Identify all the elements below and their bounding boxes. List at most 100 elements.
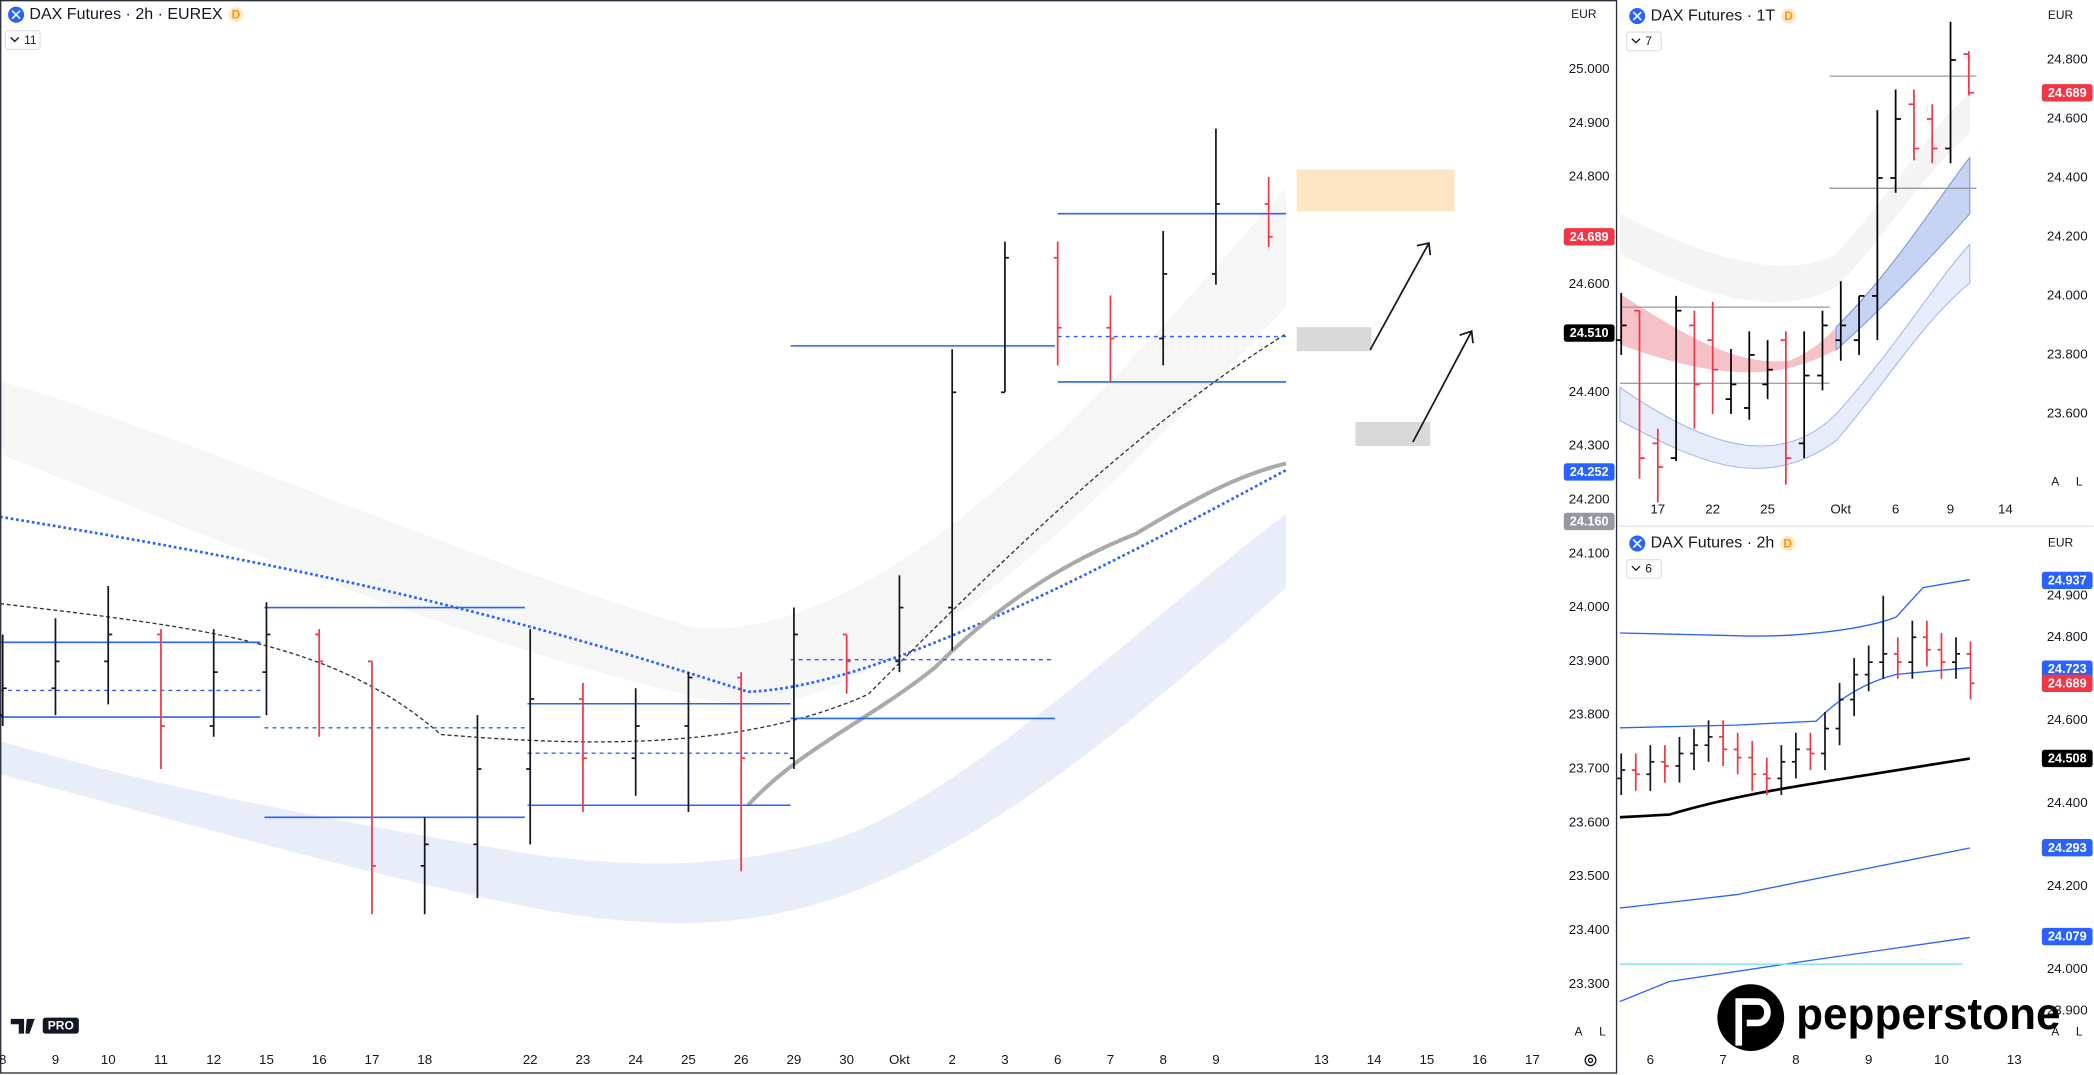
moving-average — [0, 333, 1287, 743]
upper-band — [1619, 93, 1970, 303]
price-label-bg — [2041, 660, 2093, 678]
settings-icon[interactable] — [1584, 1054, 1597, 1067]
y-tick-label: 23.600 — [2047, 405, 2088, 420]
tv-logo: PRO — [10, 1017, 79, 1034]
indicator-chevron[interactable] — [1631, 38, 1641, 44]
y-tick-label: 24.800 — [2047, 629, 2088, 644]
y-tick-label: 24.000 — [2047, 961, 2088, 976]
scale-button[interactable]: A — [2051, 1024, 2059, 1038]
channel-line — [1619, 578, 1970, 637]
x-tick-label: 8 — [0, 1052, 6, 1067]
y-tick-label: 24.600 — [2047, 712, 2088, 727]
symbol-icon-x — [1632, 538, 1642, 549]
price-label: 24.937 — [2048, 573, 2087, 587]
main-frame — [0, 0, 1618, 1074]
x-tick-label: 6 — [1892, 502, 1899, 517]
dashed-levels — [0, 335, 1287, 754]
scale-button[interactable]: A — [1574, 1024, 1582, 1038]
x-tick-label: 9 — [1947, 502, 1954, 517]
y-tick-label: 23.800 — [1569, 707, 1610, 722]
x-tick-label: 15 — [1420, 1052, 1435, 1067]
arrows — [1369, 241, 1474, 443]
badge-bg — [228, 7, 244, 23]
x-tick-label: 17 — [1525, 1052, 1540, 1067]
currency[interactable]: EUR — [2048, 536, 2074, 550]
x-tick-label: 9 — [1865, 1052, 1872, 1067]
price-label: 24.079 — [2048, 930, 2087, 944]
y-tick-label: 24.400 — [2047, 170, 2088, 185]
price-label: 24.510 — [1570, 326, 1609, 340]
price-label-bg — [2041, 571, 2093, 590]
gear[interactable] — [1584, 1054, 1597, 1067]
indicator-count[interactable]: 11 — [24, 33, 37, 47]
x-tick-label: 30 — [839, 1052, 854, 1067]
x-tick-label: 16 — [1472, 1052, 1487, 1067]
chart-title: DAX Futures · 2h · EUREX — [29, 5, 222, 23]
pepperstone-logo: pepperstone — [1717, 984, 2060, 1051]
y-tick-label: 24.200 — [2047, 228, 2088, 243]
channel-overlays — [1619, 578, 1970, 1003]
bear-cloud — [1619, 293, 1837, 373]
price-label: 24.508 — [2048, 751, 2087, 765]
currency[interactable]: EUR — [1571, 7, 1597, 21]
badge-bg — [1780, 536, 1796, 551]
price-label-bg — [1563, 228, 1615, 246]
badge: D — [1783, 536, 1792, 550]
price-label: 24.723 — [2048, 662, 2087, 676]
scale-button[interactable]: L — [1599, 1024, 1606, 1038]
indicator-toggle-bg[interactable] — [1625, 31, 1662, 52]
y-tick-label: 23.600 — [1569, 814, 1610, 829]
price-label: 24.689 — [1570, 230, 1609, 244]
y-tick-label: 24.000 — [2047, 287, 2088, 302]
y-tick-label: 24.800 — [1569, 169, 1610, 184]
badge-bg — [1781, 8, 1796, 24]
x-tick-label: 7 — [1719, 1052, 1726, 1067]
y-tick-label: 24.800 — [2047, 52, 2088, 67]
y-tick-label: 24.400 — [2047, 795, 2088, 810]
x-tick-label: 16 — [312, 1052, 327, 1067]
gear-center[interactable] — [1587, 1057, 1594, 1063]
x-tick-label: 9 — [1212, 1052, 1219, 1067]
indicator-chevron[interactable] — [10, 36, 20, 43]
scale-button[interactable]: L — [2076, 1024, 2083, 1038]
x-tick-label: 13 — [1314, 1052, 1329, 1067]
currency[interactable]: EUR — [2048, 8, 2074, 22]
price-label-bg — [1563, 512, 1615, 531]
entry-zone — [1296, 327, 1372, 352]
channel-line — [1619, 667, 1970, 729]
y-tick-label: 24.200 — [1569, 491, 1610, 506]
moving-average — [746, 461, 1287, 807]
indicator-toggle-bg[interactable] — [4, 30, 41, 51]
tv-mark — [10, 1018, 35, 1034]
price-label: 24.252 — [1570, 465, 1609, 479]
channel-line — [1619, 936, 1970, 1003]
scale-button[interactable]: A — [2051, 474, 2059, 488]
y-tick-label: 23.300 — [1569, 976, 1610, 991]
indicator-toggle-bg[interactable] — [1625, 558, 1662, 579]
daily-levels — [1619, 75, 1977, 384]
target-zone — [1296, 169, 1455, 211]
channel-line — [1619, 847, 1970, 909]
x-tick-label: 10 — [1934, 1052, 1949, 1067]
x-tick-label: 24 — [628, 1052, 643, 1067]
logo-p — [1735, 998, 1771, 1046]
moving-average — [0, 468, 1287, 694]
x-tick-label: 7 — [1107, 1052, 1114, 1067]
indicator-count[interactable]: 6 — [1645, 562, 1652, 576]
pro-badge-bg — [42, 1017, 79, 1034]
indicator-chevron[interactable] — [1631, 565, 1641, 572]
scale-button[interactable]: L — [2076, 474, 2083, 488]
price-label: 24.689 — [2048, 86, 2087, 100]
level-lines — [0, 212, 1287, 819]
badge: D — [232, 8, 241, 22]
indicator-count[interactable]: 7 — [1645, 34, 1652, 48]
price-label-bg — [1563, 324, 1615, 342]
y-tick-label: 23.500 — [1569, 868, 1610, 883]
x-tick-label: 10 — [101, 1052, 116, 1067]
price-label-bg — [2041, 927, 2093, 946]
x-tick-label: Okt — [889, 1052, 910, 1067]
price-label: 24.160 — [1570, 514, 1609, 528]
x-tick-label: 29 — [787, 1052, 802, 1067]
